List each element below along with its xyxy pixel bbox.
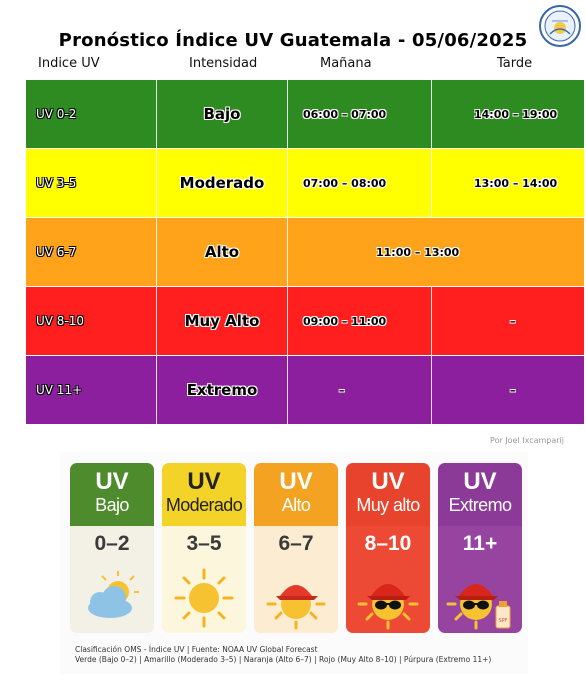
afternoon-time: – [510, 314, 516, 328]
afternoon-time: 13:00 – 14:00 [474, 176, 558, 190]
morning-time: 07:00 – 08:00 [303, 176, 387, 190]
legend-card-high: UV Alto 6–7 [254, 463, 338, 633]
uv-range-label: UV 8-10 [36, 314, 85, 328]
legend-card-extreme: UV Extremo 11+ SPF [438, 463, 522, 633]
card-range: 11+ [462, 532, 498, 555]
column-header-uv: Indice UV [38, 56, 100, 71]
legend-card-moderate: UV Moderado 3–5 [162, 463, 246, 633]
card-range: 0–2 [94, 532, 130, 555]
sun-icon [174, 568, 234, 628]
uv-forecast-table: UV 0-2 Bajo 06:00 – 07:00 14:00 – 19:00 … [26, 80, 584, 424]
legend-card-low: UV Bajo 0–2 [70, 463, 154, 633]
table-row: UV 3-5 Moderado 07:00 – 08:00 13:00 – 14… [26, 149, 584, 217]
intensity-label: Extremo [186, 381, 258, 399]
card-range: 8–10 [364, 532, 412, 555]
morning-time: 06:00 – 07:00 [303, 107, 387, 121]
card-header: UV Extremo [438, 463, 522, 526]
uv-range-label: UV 0-2 [36, 107, 77, 121]
intensity-label: Bajo [203, 105, 241, 123]
card-header: UV Alto [254, 463, 338, 526]
page-title: Pronóstico Índice UV Guatemala - 05/06/2… [58, 30, 528, 51]
sun-cap-sunglasses-icon [357, 584, 419, 630]
table-row: UV 8-10 Muy Alto 09:00 – 11:00 – [26, 287, 584, 355]
uv-range-label: UV 6-7 [36, 245, 77, 259]
author-credit: Por Joel Ixcamparij [490, 436, 564, 445]
uv-legend-panel: UV Bajo 0–2 UV Moderado 3–5 [60, 452, 528, 674]
sun-cap-sunglasses-spf-icon: SPF [446, 584, 511, 630]
card-header: UV Moderado [162, 463, 246, 526]
table-row: UV 0-2 Bajo 06:00 – 07:00 14:00 – 19:00 [26, 80, 584, 148]
spanning-time: 11:00 – 13:00 [376, 245, 460, 259]
cloud-sun-icon [88, 571, 139, 618]
card-range: 6–7 [278, 532, 314, 555]
insivumeh-logo [539, 5, 581, 47]
uv-range-label: UV 3-5 [36, 176, 77, 190]
legend-card-very-high: UV Muy alto 8–10 [346, 463, 430, 633]
sun-cap-icon [266, 585, 326, 630]
uv-range-label: UV 11+ [36, 383, 83, 397]
afternoon-time: – [510, 383, 516, 397]
table-row: UV 6-7 Alto 11:00 – 13:00 [26, 218, 584, 286]
column-header-afternoon: Tarde [497, 56, 533, 71]
card-range: 3–5 [186, 532, 222, 555]
morning-time: 09:00 – 11:00 [303, 314, 387, 328]
column-header-morning: Mañana [320, 56, 372, 71]
card-header: UV Muy alto [346, 463, 430, 526]
morning-time: – [339, 383, 345, 397]
table-row: UV 11+ Extremo – – [26, 356, 584, 424]
card-header: UV Bajo [70, 463, 154, 526]
afternoon-time: 14:00 – 19:00 [474, 107, 558, 121]
column-header-intensity: Intensidad [189, 56, 258, 71]
intensity-label: Alto [204, 243, 240, 261]
intensity-label: Moderado [179, 174, 265, 192]
legend-footnote-source: Clasificación OMS - Índice UV | Fuente: … [75, 645, 318, 654]
svg-text:SPF: SPF [498, 618, 507, 624]
legend-footnote-colors: Verde (Bajo 0–2) | Amarillo (Moderado 3–… [75, 655, 492, 664]
intensity-label: Muy Alto [184, 312, 260, 330]
